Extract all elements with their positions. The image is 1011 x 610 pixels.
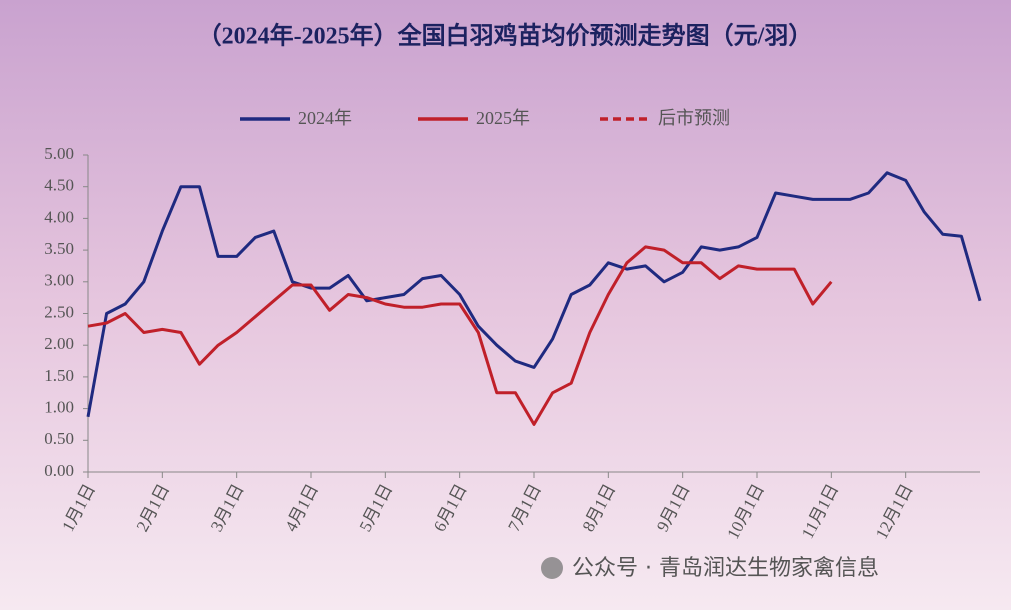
series-line bbox=[86, 171, 982, 418]
legend-label: 2025年 bbox=[476, 108, 530, 128]
y-tick-label: 3.50 bbox=[44, 239, 74, 258]
y-tick-label: 5.00 bbox=[44, 144, 74, 163]
y-tick-label: 3.00 bbox=[44, 271, 74, 290]
y-tick-label: 4.00 bbox=[44, 207, 74, 226]
watermark-icon bbox=[541, 557, 563, 579]
series-line bbox=[87, 245, 833, 426]
y-tick-label: 2.50 bbox=[44, 302, 74, 321]
y-tick-label: 4.50 bbox=[44, 176, 74, 195]
y-tick-label: 0.00 bbox=[44, 461, 74, 480]
legend-label: 2024年 bbox=[298, 108, 352, 128]
y-tick-label: 1.50 bbox=[44, 366, 74, 385]
y-tick-label: 1.00 bbox=[44, 398, 74, 417]
legend-label: 后市预测 bbox=[658, 108, 730, 128]
y-tick-label: 2.00 bbox=[44, 334, 74, 353]
y-tick-label: 0.50 bbox=[44, 429, 74, 448]
watermark-text: 公众号 · 青岛润达生物家禽信息 bbox=[572, 556, 879, 581]
watermark: 公众号 · 青岛润达生物家禽信息 bbox=[541, 556, 879, 581]
chart-title: （2024年-2025年）全国白羽鸡苗均价预测走势图（元/羽） bbox=[198, 22, 813, 50]
